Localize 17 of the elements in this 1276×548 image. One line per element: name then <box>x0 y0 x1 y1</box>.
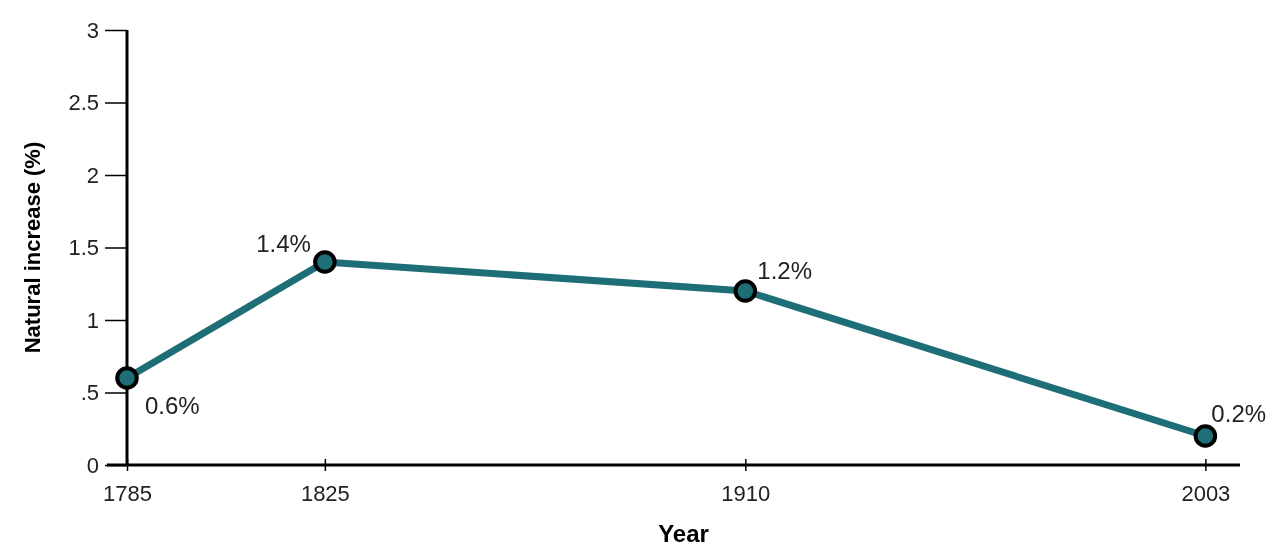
x-tick-label: 2003 <box>1181 480 1231 506</box>
y-axis-title: Natural increase (%) <box>20 141 45 354</box>
x-tick-label: 1825 <box>300 480 350 506</box>
y-tick-label: 3 <box>86 17 99 43</box>
y-tick-label: 1 <box>86 307 99 333</box>
data-label: 1.4% <box>256 230 311 257</box>
y-tick-label: 2.5 <box>68 90 99 116</box>
data-label: 1.2% <box>757 257 813 284</box>
y-tick-label: 2 <box>86 162 99 188</box>
y-tick-label: 1.5 <box>68 235 99 261</box>
data-label: 0.6% <box>145 392 200 419</box>
y-tick-label: .5 <box>80 380 99 406</box>
y-tick-label: 0 <box>86 452 99 478</box>
x-axis-title: Year <box>658 520 709 547</box>
x-tick-label: 1910 <box>721 480 771 506</box>
data-label: 0.2% <box>1211 400 1267 427</box>
x-tick-label: 1785 <box>103 480 152 506</box>
